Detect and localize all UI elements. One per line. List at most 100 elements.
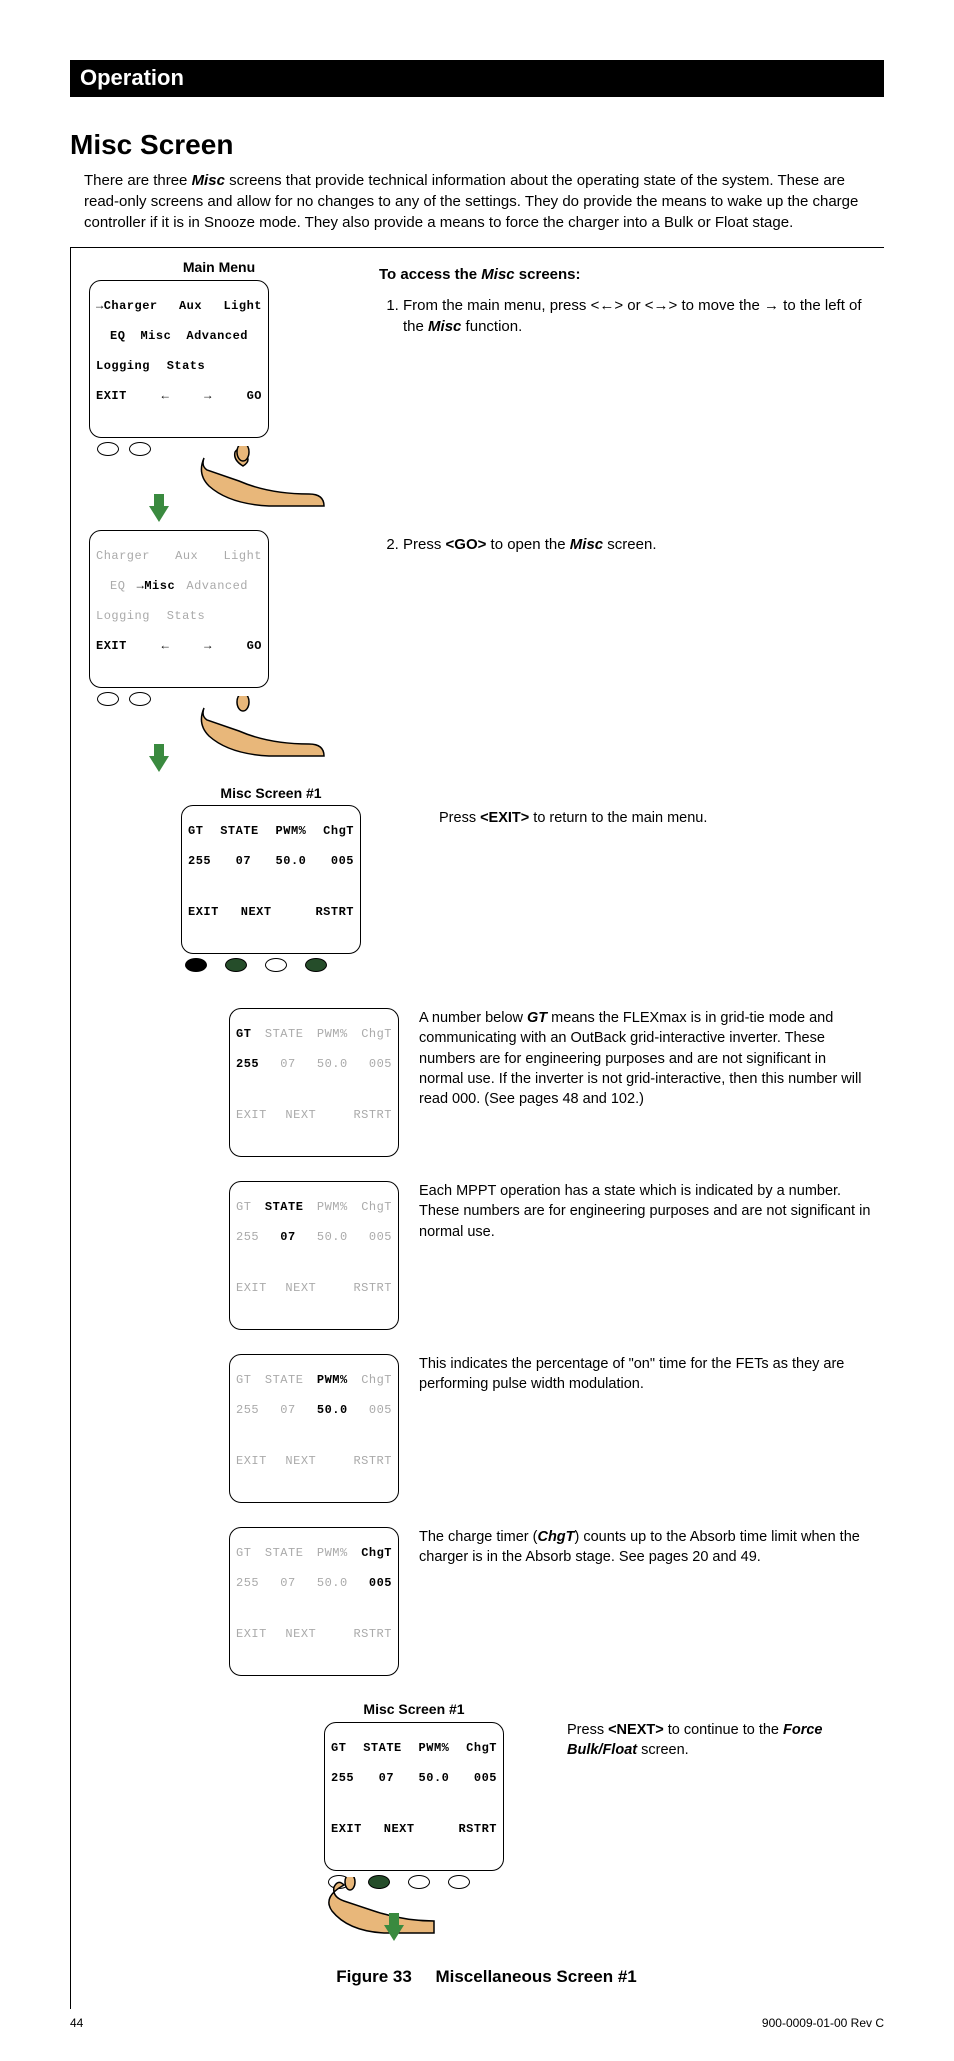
t: EXIT: [188, 905, 219, 920]
t: Misc: [481, 266, 514, 283]
t: Aux: [179, 299, 202, 314]
t: To access the: [379, 266, 481, 283]
doc-id: 900-0009-01-00 Rev C: [762, 2015, 884, 2032]
instructions-title: To access the Misc screens:: [379, 264, 874, 285]
t: Press: [567, 1722, 608, 1738]
steps-list: From the main menu, press <←> or <→> to …: [379, 295, 874, 337]
t: Logging: [96, 359, 150, 374]
t: PWM%: [276, 824, 307, 839]
t: Stats: [167, 359, 206, 374]
down-arrow-icon: [384, 1925, 404, 1941]
t: PWM%: [317, 1546, 348, 1561]
hand-pointer: [324, 1885, 504, 1935]
figure-container: Main Menu →ChargerAuxLight EQMiscAdvance…: [70, 247, 884, 2009]
t: From the main menu, press <: [403, 297, 599, 314]
t: 255: [236, 1403, 259, 1418]
t: 07: [280, 1576, 295, 1591]
t: STATE: [265, 1373, 304, 1388]
t: PWM%: [317, 1200, 348, 1215]
oval-button: [265, 958, 287, 972]
t: ChgT: [323, 824, 354, 839]
t: EXIT: [236, 1454, 267, 1469]
t: Stats: [167, 609, 206, 624]
t: RSTRT: [315, 905, 354, 920]
t: ChgT: [361, 1200, 392, 1215]
t: ChgT: [361, 1027, 392, 1042]
t: EXIT: [236, 1627, 267, 1642]
t: Misc: [140, 329, 171, 344]
t: <NEXT>: [608, 1722, 664, 1738]
lcd-main-menu-2: ChargerAuxLight EQ→MiscAdvanced LoggingS…: [89, 530, 269, 688]
t: 255: [188, 854, 211, 869]
intro-paragraph: There are three Misc screens that provid…: [84, 170, 878, 233]
t: EQ: [110, 579, 125, 594]
right-arrow-icon: →: [654, 297, 669, 314]
t: Advanced: [186, 579, 248, 594]
t: PWM%: [317, 1373, 348, 1388]
t: Press: [439, 810, 480, 826]
lcd-gt: GTSTATEPWM%ChgT 2550750.0005 EXITNEXTRST…: [229, 1008, 399, 1157]
t: Light: [223, 299, 262, 314]
t: ChgT: [537, 1529, 574, 1545]
t: RSTRT: [353, 1627, 392, 1642]
t: STATE: [363, 1741, 402, 1756]
oval-button: [225, 958, 247, 972]
t: The charge timer (: [419, 1529, 537, 1545]
t: <GO>: [446, 536, 487, 553]
lcd-main-menu-1: →Charger Aux Light EQ Misc Advanced Logging S…: [89, 280, 269, 438]
t: GT: [236, 1027, 251, 1042]
lcd-label: Main Menu: [89, 258, 349, 278]
t: EXIT: [96, 639, 127, 654]
hand-pointer: [89, 702, 349, 762]
lcd-state: GTSTATEPWM%ChgT 2550750.0005 EXITNEXTRST…: [229, 1181, 399, 1330]
t: EXIT: [236, 1281, 267, 1296]
desc-chgt: The charge timer (ChgT) counts up to the…: [419, 1527, 884, 1568]
t: 255: [236, 1057, 259, 1072]
t: ChgT: [361, 1546, 392, 1561]
step-2: Press <GO> to open the Misc screen.: [403, 534, 874, 555]
t: ChgT: [361, 1373, 392, 1388]
t: Charger: [96, 549, 150, 564]
t: 07: [236, 854, 251, 869]
t: Logging: [96, 609, 150, 624]
t: RSTRT: [353, 1281, 392, 1296]
t: to continue to the: [664, 1722, 783, 1738]
lcd-misc-bottom: GTSTATEPWM%ChgT 2550750.0005 EXITNEXTRST…: [324, 1722, 504, 1871]
t: to return to the main menu.: [529, 810, 707, 826]
page-footer: 44 900-0009-01-00 Rev C: [70, 2015, 884, 2032]
t: EXIT: [96, 389, 127, 404]
t: GT: [331, 1741, 346, 1756]
t: 50.0: [317, 1057, 348, 1072]
t: screen.: [637, 1742, 689, 1758]
t: GT: [236, 1546, 251, 1561]
lcd-misc-1: GTSTATEPWM%ChgT 2550750.0005 EXITNEXTRST…: [181, 805, 361, 954]
t: 50.0: [317, 1403, 348, 1418]
t: Light: [223, 549, 262, 564]
right-arrow-icon: →: [764, 297, 779, 314]
t: →Charger: [96, 299, 158, 314]
t: Aux: [175, 549, 198, 564]
t: EXIT: [236, 1108, 267, 1123]
t: Figure 33: [336, 1967, 412, 1986]
next-note: Press <NEXT> to continue to the Force Bu…: [539, 1700, 884, 1761]
t: Advanced: [186, 329, 248, 344]
t: NEXT: [285, 1454, 316, 1469]
t: > or <: [614, 297, 653, 314]
t: 07: [280, 1403, 295, 1418]
lcd-chgt: GTSTATEPWM%ChgT 2550750.0005 EXITNEXTRST…: [229, 1527, 399, 1676]
t: 07: [379, 1771, 394, 1786]
down-arrow-icon: [149, 506, 169, 522]
t: GT: [236, 1200, 251, 1215]
t: 255: [236, 1576, 259, 1591]
t: 50.0: [317, 1230, 348, 1245]
t: 07: [280, 1057, 295, 1072]
t: PWM%: [317, 1027, 348, 1042]
t: EXIT: [331, 1822, 362, 1837]
left-arrow-icon: ←: [599, 297, 614, 314]
t: NEXT: [285, 1108, 316, 1123]
t: EQ: [110, 329, 125, 344]
t: 255: [236, 1230, 259, 1245]
desc-pwm: This indicates the percentage of "on" ti…: [419, 1354, 884, 1395]
t: NEXT: [285, 1281, 316, 1296]
t: 50.0: [317, 1576, 348, 1591]
